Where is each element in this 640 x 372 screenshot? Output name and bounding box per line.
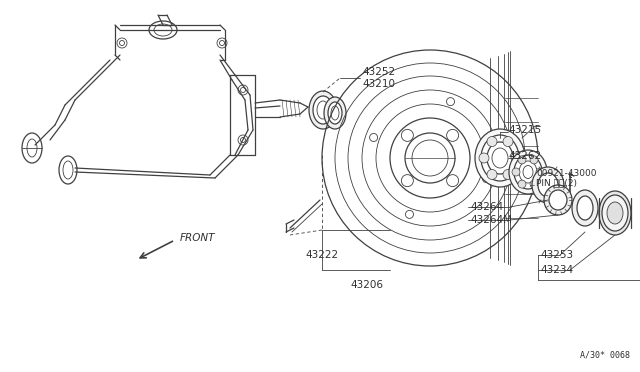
Circle shape (503, 170, 513, 179)
Text: 43210: 43210 (362, 79, 395, 89)
Text: A/30* 0068: A/30* 0068 (580, 350, 630, 359)
Ellipse shape (544, 185, 572, 215)
Circle shape (518, 180, 526, 188)
Circle shape (479, 153, 489, 163)
Ellipse shape (532, 167, 564, 203)
Text: 43264: 43264 (470, 202, 503, 212)
Text: FRONT: FRONT (180, 233, 216, 243)
Text: 43215: 43215 (508, 125, 541, 135)
Circle shape (530, 180, 538, 188)
Ellipse shape (577, 196, 593, 220)
Circle shape (511, 153, 521, 163)
Ellipse shape (475, 129, 525, 187)
Ellipse shape (599, 191, 631, 235)
Text: 00921-43000: 00921-43000 (536, 169, 596, 177)
Ellipse shape (607, 202, 623, 224)
Ellipse shape (509, 150, 547, 194)
Ellipse shape (538, 173, 558, 197)
Circle shape (536, 168, 544, 176)
Text: 43222: 43222 (305, 250, 338, 260)
Ellipse shape (309, 91, 337, 129)
Text: 43264M: 43264M (470, 215, 512, 225)
Circle shape (487, 137, 497, 147)
Circle shape (512, 168, 520, 176)
Ellipse shape (572, 190, 598, 226)
Text: 43262: 43262 (508, 151, 541, 161)
Text: 43206: 43206 (350, 280, 383, 290)
Text: 43234: 43234 (540, 265, 573, 275)
Circle shape (487, 170, 497, 179)
Text: 43253: 43253 (540, 250, 573, 260)
Ellipse shape (514, 155, 542, 189)
Ellipse shape (481, 135, 519, 181)
Text: PIN ピン(2): PIN ピン(2) (536, 179, 577, 187)
Ellipse shape (328, 102, 342, 124)
Ellipse shape (313, 96, 333, 124)
Ellipse shape (602, 195, 628, 231)
Text: 43252: 43252 (362, 67, 395, 77)
Circle shape (530, 156, 538, 164)
Ellipse shape (549, 190, 567, 210)
Circle shape (518, 156, 526, 164)
Circle shape (503, 137, 513, 147)
Ellipse shape (324, 97, 346, 129)
